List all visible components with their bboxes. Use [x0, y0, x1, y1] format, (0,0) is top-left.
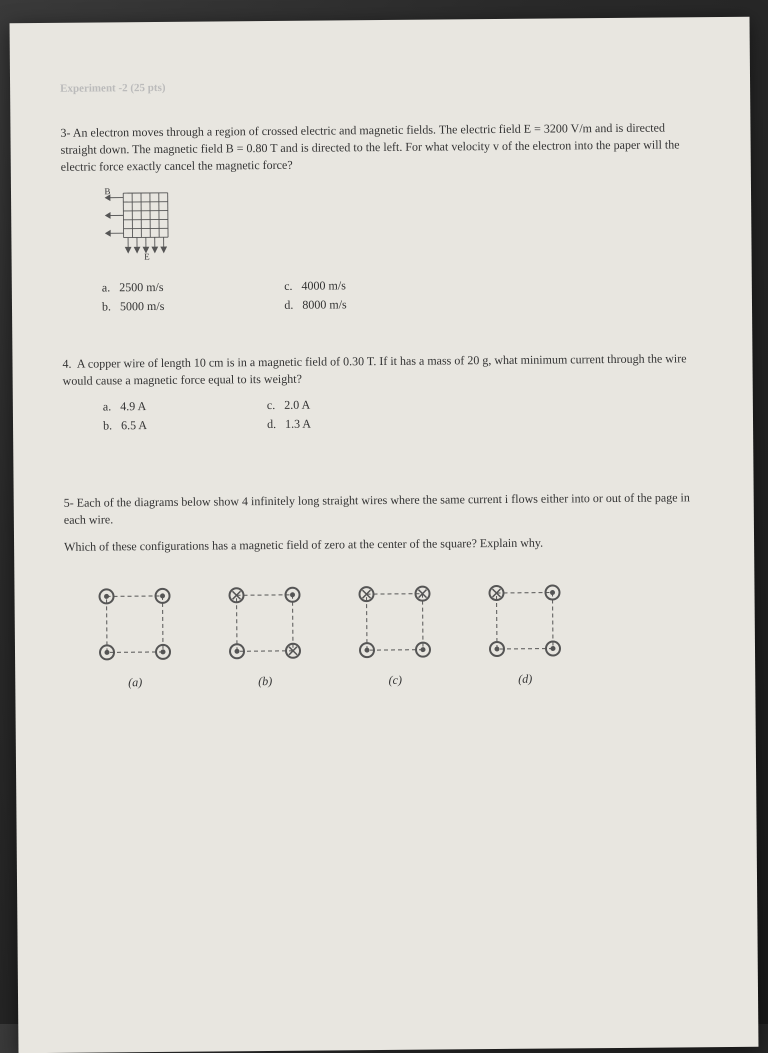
q5-number: 5- [64, 496, 74, 510]
q4-options: a. 4.9 A b. 6.5 A c. 2.0 A d. 1.3 A [103, 394, 703, 435]
q5-text2: Which of these configurations has a magn… [64, 533, 704, 555]
config-d: (d) [484, 581, 565, 688]
e-label: E [144, 252, 150, 262]
q4-opt-a: a. 4.9 A [103, 398, 147, 415]
square-c-svg [354, 582, 435, 663]
config-a: (a) [94, 584, 175, 691]
q4-opt-c: c. 2.0 A [267, 397, 311, 414]
q3-body-text: An electron moves through a region of cr… [61, 121, 680, 174]
q3-opt-d: d. 8000 m/s [284, 296, 346, 313]
label-d: (d) [518, 671, 532, 688]
q4-text: 4. A copper wire of length 10 cm is in a… [62, 350, 702, 389]
q3-opt-c: c. 4000 m/s [284, 278, 346, 295]
question-3: 3- An electron moves through a region of… [60, 119, 702, 315]
square-b-svg [224, 583, 305, 664]
label-a: (a) [128, 674, 142, 691]
question-4: 4. A copper wire of length 10 cm is in a… [62, 350, 703, 435]
header-faint: Experiment -2 (25 pts) [60, 77, 700, 95]
config-b: (b) [224, 583, 305, 690]
q5-text1: 5- Each of the diagrams below show 4 inf… [64, 489, 704, 528]
label-b: (b) [258, 673, 272, 690]
q4-opt-b: b. 6.5 A [103, 417, 147, 434]
square-a-svg [94, 584, 175, 665]
q3-number: 3- [60, 126, 70, 140]
q4-opt-d: d. 1.3 A [267, 416, 311, 433]
physics-worksheet: Experiment -2 (25 pts) 3- An electron mo… [10, 17, 759, 1053]
q4-body-text: A copper wire of length 10 cm is in a ma… [63, 351, 687, 387]
label-c: (c) [389, 672, 402, 689]
q4-number: 4. [62, 357, 71, 371]
square-d-svg [484, 581, 565, 662]
q3-diagram: B E [101, 180, 702, 270]
b-label: B [105, 187, 111, 197]
q3-opt-b: b. 5000 m/s [102, 298, 164, 315]
q3-text: 3- An electron moves through a region of… [60, 119, 700, 175]
q3-opt-a: a. 2500 m/s [102, 279, 164, 296]
q3-options: a. 2500 m/s b. 5000 m/s c. 4000 m/s d. 8… [102, 274, 702, 315]
question-5: 5- Each of the diagrams below show 4 inf… [64, 489, 706, 692]
config-c: (c) [354, 582, 435, 689]
q5-diagrams: (a) (b) (c) (d) [94, 580, 705, 692]
